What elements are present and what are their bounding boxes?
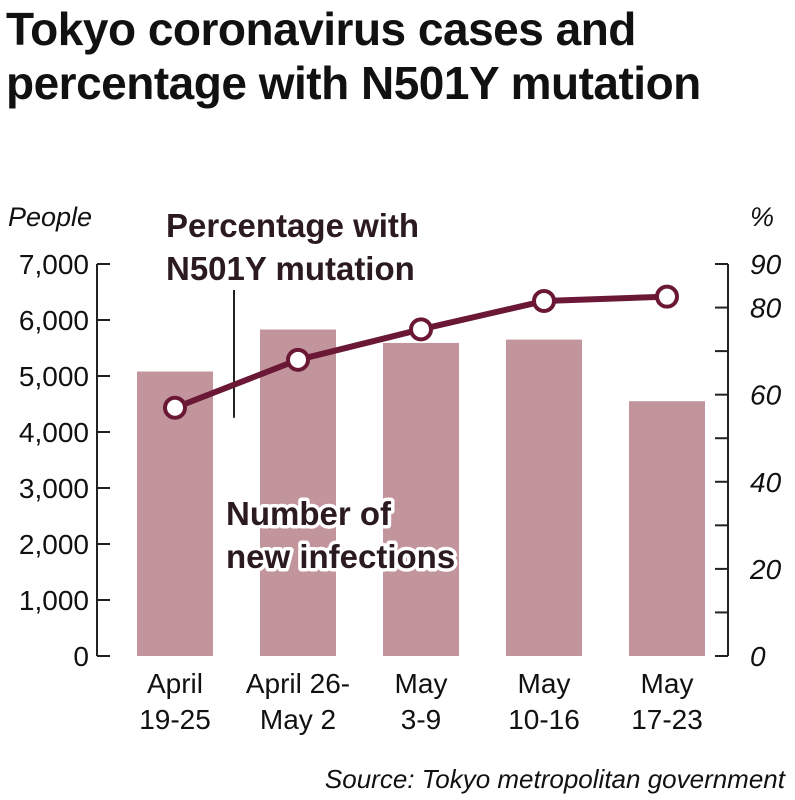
left-axis-tick-label: 3,000 [19, 473, 89, 504]
annotations-group: Percentage with N501Y mutation Number of ne… [163, 204, 459, 579]
x-category-label: May 3-9 [395, 668, 448, 735]
line-group [163, 284, 679, 420]
bar-4 [506, 339, 582, 656]
bar-3 [383, 342, 459, 656]
x-category-label: April 19-25 [139, 668, 211, 735]
x-category-label: May 10-16 [508, 668, 580, 735]
line-marker-3 [409, 317, 433, 342]
line-marker-1 [163, 395, 187, 420]
x-category-label: April 26-May 2 [246, 668, 350, 735]
right-axis-tick-label: 60 [750, 380, 782, 411]
right-axis-tick-label: 80 [750, 293, 782, 324]
bar-2 [260, 329, 336, 656]
right-axis-tick-label: 40 [750, 467, 782, 498]
right-axis-tick-label: 0 [750, 641, 766, 672]
bars-group [137, 329, 705, 656]
source-note: Source: Tokyo metropolitan government [325, 764, 787, 794]
line-marker-4 [532, 289, 556, 314]
left-axis-tick-label: 6,000 [19, 305, 89, 336]
bar-series-annotation: Number of new infections [226, 495, 455, 575]
left-axis-tick-label: 0 [73, 641, 89, 672]
line-marker-2 [286, 347, 310, 372]
line-series-annotation: Percentage with N501Y mutation [166, 207, 419, 287]
right-axis-tick-label: 90 [750, 249, 782, 280]
left-axis-unit-label: People [8, 202, 92, 232]
x-category-label: May 17-23 [631, 668, 703, 735]
chart-title: Tokyo coronavirus cases and percentage w… [6, 3, 701, 109]
right-axis-unit-label: % [750, 202, 774, 232]
line-marker-5 [655, 284, 679, 309]
left-axis-tick-label: 1,000 [19, 585, 89, 616]
bar-5 [629, 401, 705, 656]
left-axis-tick-label: 5,000 [19, 361, 89, 392]
left-axis-tick-label: 4,000 [19, 417, 89, 448]
left-axis-tick-label: 7,000 [19, 249, 89, 280]
axes-group: 0 1,000 2,000 3,000 4,000 5,000 6,000 7,000 0 20 4… [19, 249, 782, 735]
left-axis-tick-label: 2,000 [19, 529, 89, 560]
right-axis-tick-label: 20 [749, 554, 782, 585]
